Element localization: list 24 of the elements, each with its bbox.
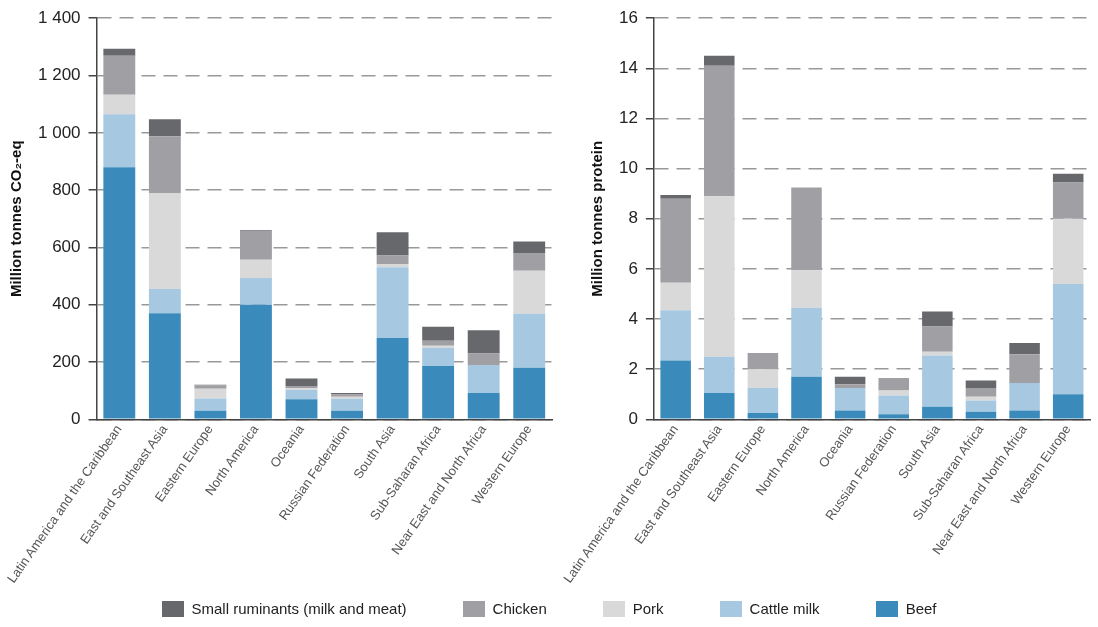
legend-label: Pork (632, 600, 664, 617)
y-tick-label: 14 (618, 58, 638, 78)
y-tick-label: 4 (628, 308, 638, 328)
y-tick-label: 1 400 (37, 7, 81, 27)
legend-label: Small ruminants (milk and meat) (191, 600, 407, 617)
y-tick-label: 8 (628, 208, 638, 228)
y-axis-title: Million tonnes CO₂-eq (7, 140, 25, 298)
legend-label: Beef (905, 600, 937, 617)
y-tick-label: 16 (618, 7, 638, 27)
y-tick-label: 0 (628, 409, 638, 429)
y-axis-title: Million tonnes protein (588, 140, 606, 297)
y-tick-label: 800 (52, 179, 81, 199)
y-tick-label: 600 (52, 237, 81, 257)
y-tick-label: 1 000 (37, 122, 81, 142)
y-tick-label: 200 (52, 351, 81, 371)
y-tick-label: 2 (628, 358, 638, 378)
y-tick-label: 12 (618, 108, 638, 128)
y-tick-label: 400 (52, 294, 81, 314)
legend-label: Cattle milk (749, 600, 820, 617)
y-tick-label: 1 200 (37, 65, 81, 85)
y-tick-label: 0 (71, 409, 81, 429)
y-tick-label: 10 (618, 158, 638, 178)
y-tick-label: 6 (628, 258, 638, 278)
legend-label: Chicken (492, 600, 547, 617)
